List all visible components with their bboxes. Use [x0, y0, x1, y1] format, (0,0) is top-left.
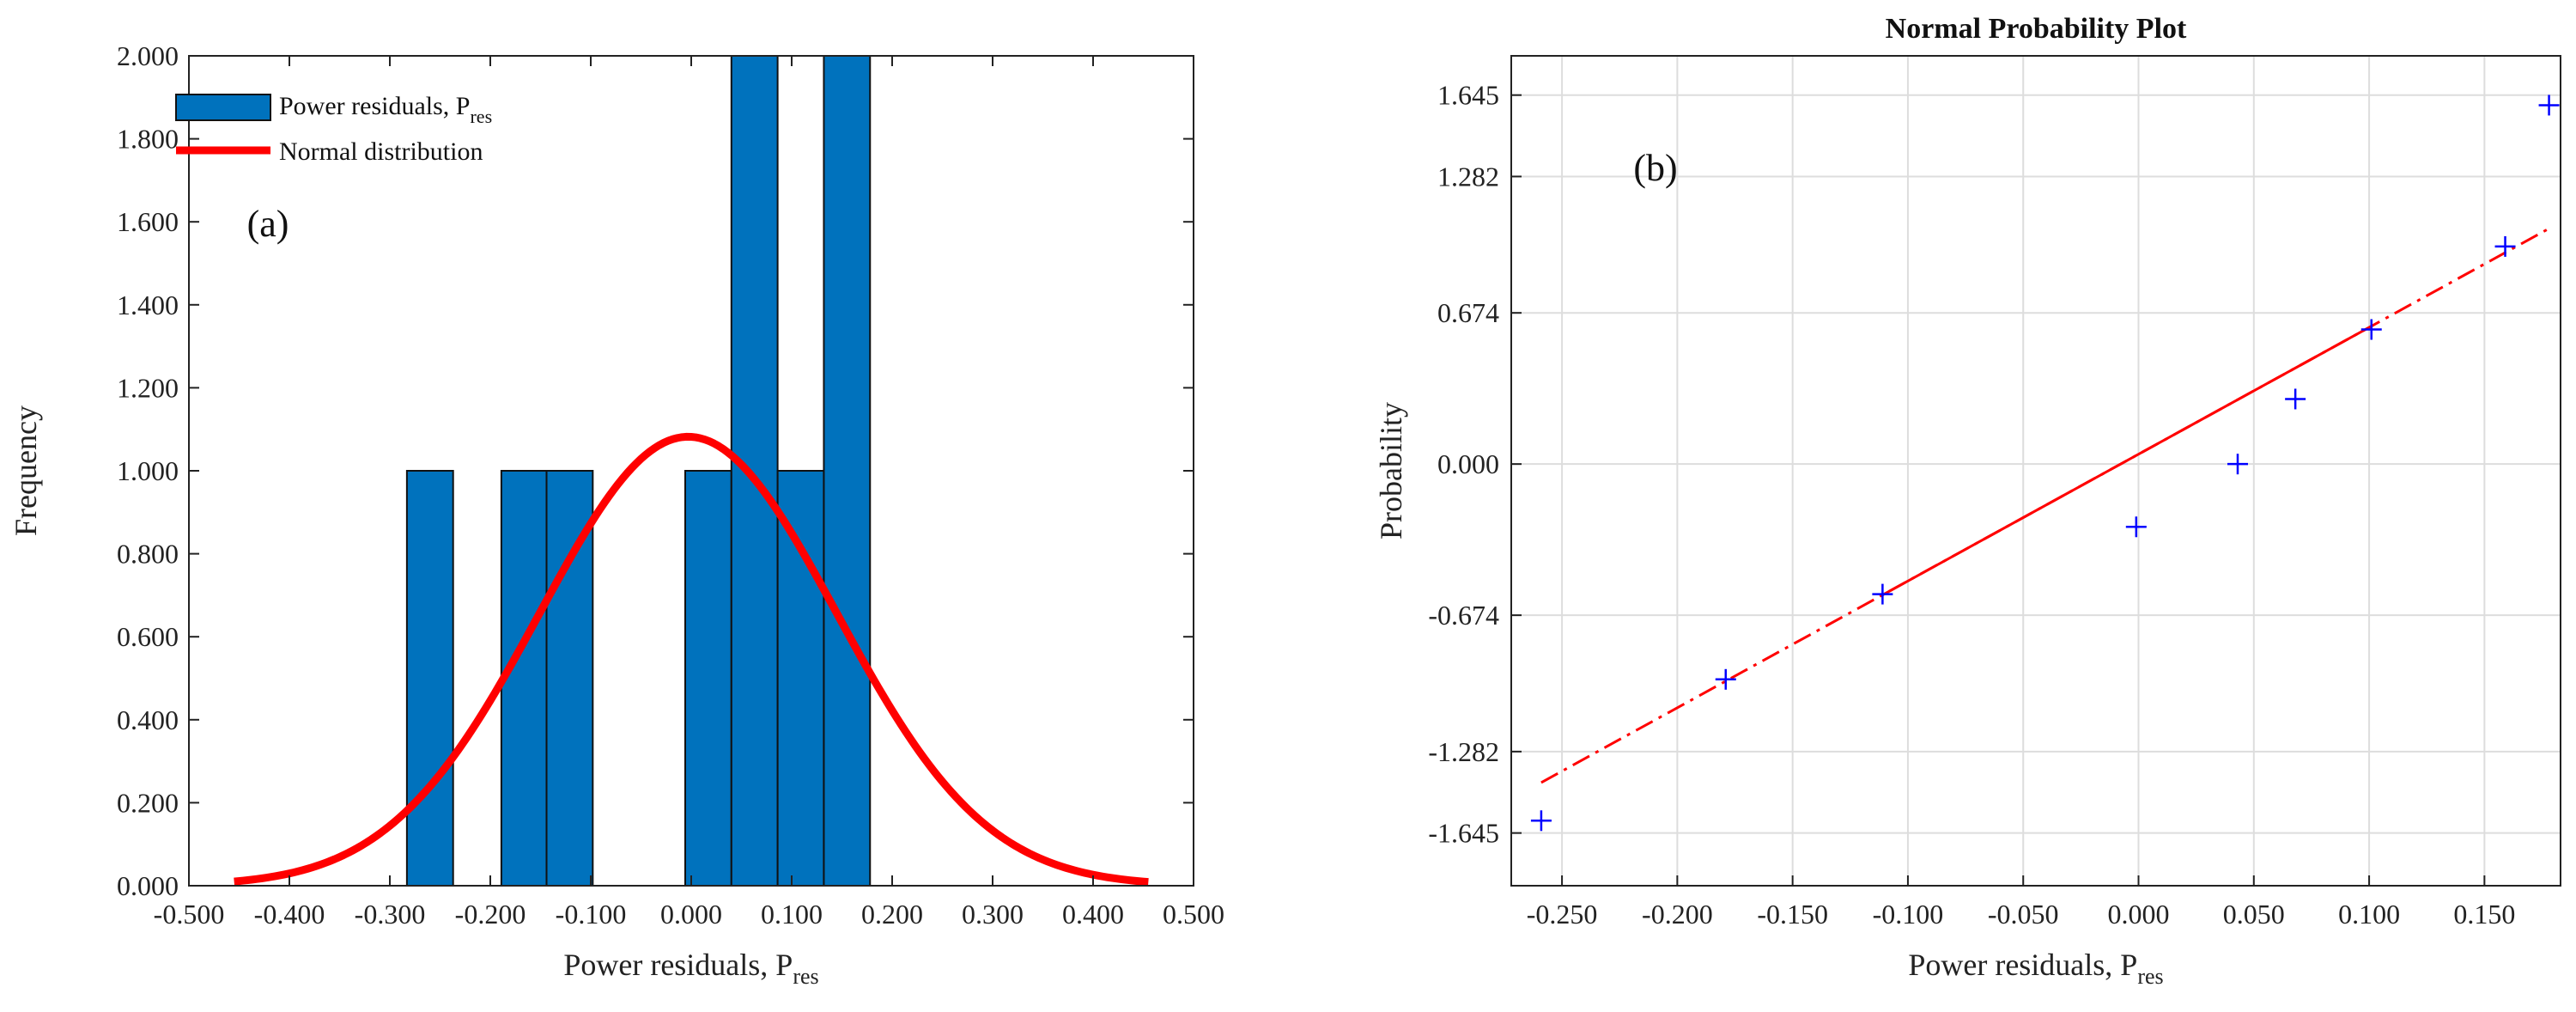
probability-point-2	[1715, 668, 1736, 690]
histogram-y-tick-label: 1.600	[117, 206, 179, 237]
probability-axes-box	[1510, 55, 2561, 887]
histogram-legend: Power residuals, Pres Normal distributio…	[175, 92, 492, 166]
histogram-x-tick-label: 0.300	[962, 899, 1024, 930]
histogram-y-tick-label: 0.200	[117, 787, 179, 818]
probability-x-tick-label: 0.150	[2453, 899, 2515, 930]
probability-x-axis-label: Power residuals, Pres	[1908, 948, 2163, 989]
probability-point-8	[2494, 235, 2516, 257]
legend-label-normal-curve: Normal distribution	[279, 137, 483, 166]
histogram-x-tick-label: -0.500	[154, 899, 225, 930]
probability-point-7	[2360, 319, 2382, 340]
probability-grid	[1511, 56, 2561, 886]
histogram-bar-1	[405, 470, 454, 887]
histogram-x-tick-label: 0.000	[660, 899, 722, 930]
histogram-x-tick-label: 0.100	[761, 899, 823, 930]
fit-line-extrapolated	[1540, 227, 2550, 784]
probability-plot-title: Normal Probability Plot	[1886, 13, 2187, 45]
histogram-x-tick-label: -0.100	[556, 899, 627, 930]
probability-y-tick-label: -1.645	[1428, 818, 1499, 849]
histogram-y-tick-label: 0.000	[117, 870, 179, 901]
histogram-x-tick-label: 0.200	[861, 899, 923, 930]
histogram-y-tick-label: 1.800	[117, 124, 179, 155]
probability-x-tick-label: -0.050	[1988, 899, 2059, 930]
histogram-y-tick-label: 1.400	[117, 290, 179, 320]
histogram-y-ticks: 0.000 0.200 0.400 0.600 0.800 1.000 1.200 1.400…	[117, 40, 1194, 901]
histogram-y-tick-label: 2.000	[117, 40, 179, 71]
histogram-y-axis-label: Frequency	[9, 405, 43, 536]
probability-plot-area	[1511, 56, 2561, 886]
fit-line	[1881, 325, 2372, 596]
probability-y-tick-label: 1.645	[1437, 80, 1499, 111]
probability-x-tick-label: -0.100	[1873, 899, 1944, 930]
histogram-bar-7	[823, 55, 872, 887]
histogram-bar-4	[683, 470, 732, 887]
histogram-panel-label: (a)	[247, 203, 289, 245]
histogram-bar-5	[730, 55, 779, 887]
probability-plot-panel: -0.250 -0.200 -0.150 -0.100 -0.050 0.000 0.050…	[1374, 13, 2561, 989]
probability-x-tick-label: -0.200	[1642, 899, 1713, 930]
probability-x-tick-label: -0.250	[1527, 899, 1598, 930]
histogram-x-ticks: -0.500 -0.400 -0.300 -0.200 -0.100 0.000 0.100…	[154, 56, 1224, 930]
histogram-y-tick-label: 0.400	[117, 704, 179, 735]
probability-y-tick-label: -1.282	[1428, 736, 1499, 767]
histogram-x-axis-label: Power residuals, Pres	[563, 948, 818, 989]
probability-x-tick-label: 0.100	[2338, 899, 2400, 930]
histogram-y-tick-label: 1.000	[117, 455, 179, 486]
probability-y-tick-label: 1.282	[1437, 161, 1499, 192]
legend-label-histogram: Power residuals, Pres	[279, 92, 492, 127]
histogram-panel: -0.500 -0.400 -0.300 -0.200 -0.100 0.000 0.100…	[9, 40, 1224, 989]
probability-point-9	[2538, 94, 2560, 116]
histogram-bar-2	[500, 470, 548, 887]
histogram-y-tick-label: 0.600	[117, 621, 179, 652]
histogram-bar-6	[776, 470, 825, 887]
probability-point-3	[1872, 583, 1893, 605]
probability-y-tick-label: -0.674	[1428, 600, 1499, 631]
probability-x-tick-label: -0.150	[1757, 899, 1828, 930]
probability-y-axis-label: Probability	[1374, 402, 1408, 540]
legend-swatch-histogram	[175, 94, 271, 121]
normal-distribution-curve	[234, 432, 1149, 887]
histogram-y-tick-label: 1.200	[117, 372, 179, 403]
probability-points	[1530, 94, 2560, 832]
probability-point-1	[1530, 810, 1552, 832]
histogram-x-tick-label: -0.400	[254, 899, 325, 930]
histogram-x-tick-label: 0.400	[1062, 899, 1124, 930]
probability-y-tick-label: 0.674	[1437, 297, 1499, 328]
probability-point-6	[2285, 388, 2306, 410]
histogram-y-tick-label: 0.800	[117, 539, 179, 570]
probability-y-tick-label: 0.000	[1437, 448, 1499, 479]
histogram-x-tick-label: -0.200	[455, 899, 526, 930]
histogram-x-tick-label: -0.300	[355, 899, 426, 930]
probability-y-ticks: -1.645 -1.282 -0.674 0.000 0.674 1.282 1.645	[1428, 80, 1522, 849]
probability-point-4	[2125, 516, 2147, 538]
probability-x-tick-label: 0.000	[2108, 899, 2170, 930]
probability-point-5	[2227, 454, 2248, 475]
probability-x-tick-label: 0.050	[2223, 899, 2285, 930]
probability-x-ticks: -0.250 -0.200 -0.150 -0.100 -0.050 0.000 0.050…	[1527, 875, 2515, 930]
probability-panel-label: (b)	[1633, 147, 1677, 189]
histogram-x-tick-label: 0.500	[1163, 899, 1224, 930]
